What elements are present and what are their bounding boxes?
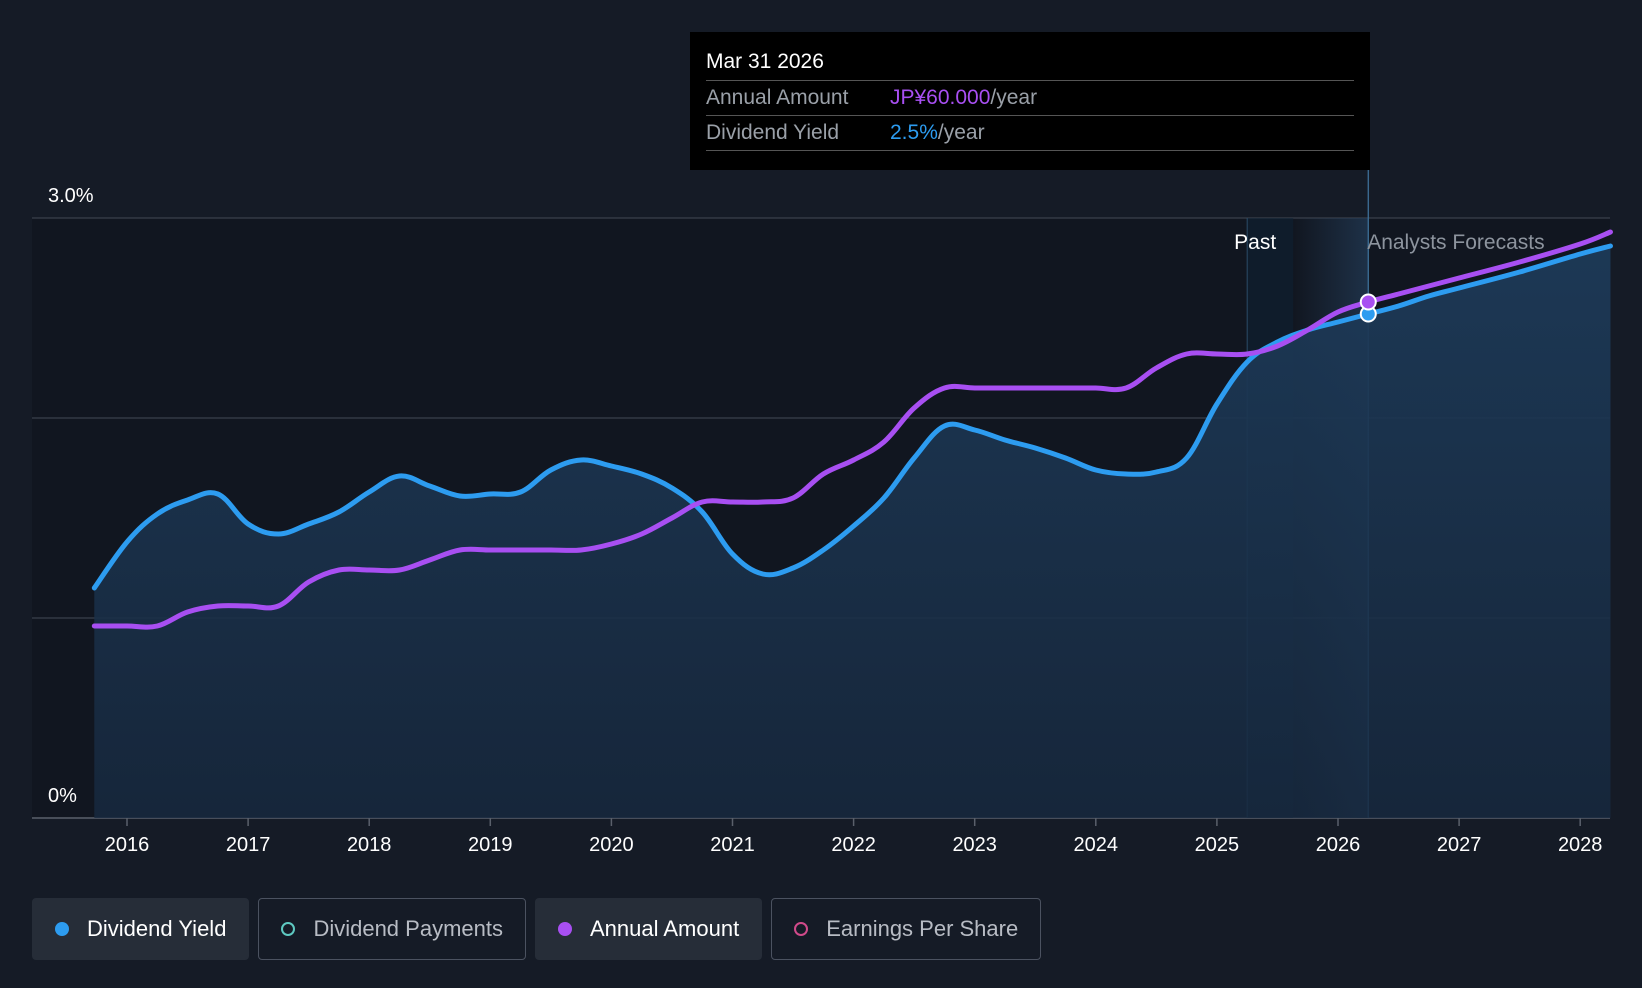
y-tick-label-top: 3.0% xyxy=(48,185,94,207)
legend-dividend-payments-button[interactable]: Dividend Payments xyxy=(258,898,526,960)
tooltip-date: Mar 31 2026 xyxy=(706,46,1354,81)
x-tick-label: 2019 xyxy=(468,834,513,856)
dividend-payments-ring-icon xyxy=(281,922,296,936)
x-tick-label: 2023 xyxy=(952,834,997,856)
annual-amount-dot-icon xyxy=(557,922,572,936)
x-tick-label: 2020 xyxy=(589,834,634,856)
x-tick-label: 2021 xyxy=(710,834,755,856)
tooltip-label: Annual Amount xyxy=(706,86,849,109)
yield-area xyxy=(94,246,1611,818)
axis-labels: 3.0% 0% 2016 2017 2018 2019 2020 2021 2022 2023 20… xyxy=(48,185,1602,856)
x-tick-label: 2022 xyxy=(831,834,876,856)
tooltip-value: JP¥60.000 xyxy=(890,86,991,109)
x-tick-label: 2026 xyxy=(1316,834,1361,856)
tooltip-value: 2.5% xyxy=(890,121,938,144)
tooltip-unit: /year xyxy=(937,121,985,144)
legend-label: Annual Amount xyxy=(589,916,740,941)
x-tick-label: 2025 xyxy=(1195,834,1240,856)
legend: Dividend Yield Dividend Payments Annual … xyxy=(32,898,1042,962)
legend-label: Earnings Per Share xyxy=(826,916,1019,941)
series-lines xyxy=(91,229,1613,630)
x-tick-label: 2027 xyxy=(1437,834,1482,856)
dividend-yield-area xyxy=(94,246,1611,818)
earnings-per-share-ring-icon xyxy=(794,922,809,936)
x-tick-label: 2017 xyxy=(226,834,271,856)
annual-amount-line xyxy=(91,229,1613,630)
past-label: Past xyxy=(1234,231,1276,254)
dividend-yield-dot-icon xyxy=(55,922,69,936)
tooltip-row-annual-amount: Annual Amount JP¥60.000 /year xyxy=(706,81,1354,116)
annual-amount-marker xyxy=(1359,293,1377,311)
tooltip-unit: /year xyxy=(990,86,1038,109)
tooltip: Mar 31 2026 Annual Amount JP¥60.000 /yea… xyxy=(690,32,1370,170)
legend-annual-amount-button[interactable]: Annual Amount xyxy=(534,898,763,960)
x-tick-label: 2024 xyxy=(1074,834,1119,856)
highlight-markers xyxy=(1359,293,1377,323)
legend-dividend-yield-button[interactable]: Dividend Yield xyxy=(32,898,250,960)
tooltip-row-dividend-yield: Dividend Yield 2.5% /year xyxy=(706,116,1354,151)
tooltip-label: Dividend Yield xyxy=(706,121,840,144)
legend-label: Dividend Payments xyxy=(313,916,503,941)
x-tick-label: 2028 xyxy=(1558,834,1603,856)
x-tick-label: 2016 xyxy=(105,834,150,856)
legend-earnings-per-share-button[interactable]: Earnings Per Share xyxy=(771,898,1042,960)
forecast-label: Analysts Forecasts xyxy=(1367,231,1544,254)
legend-label: Dividend Yield xyxy=(87,916,227,941)
x-tick-label: 2018 xyxy=(347,834,392,856)
y-tick-label-bottom: 0% xyxy=(48,785,77,807)
